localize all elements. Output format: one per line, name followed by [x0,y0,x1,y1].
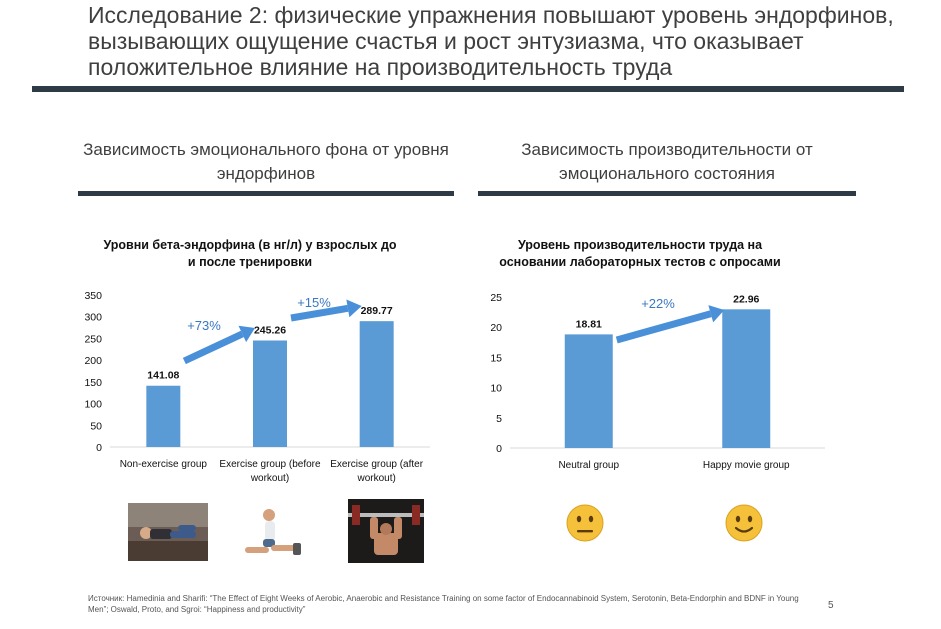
bar-value-label: 18.81 [576,318,602,330]
growth-arrow-shaft [290,304,349,322]
y-tick-label: 200 [84,355,102,367]
photo-man-bench-press [348,499,424,563]
endorphin-chart-title: Уровни бета-эндорфина (в нг/л) у взрослы… [103,238,397,269]
y-tick-label: 150 [84,377,102,389]
right-section-heading: Зависимость производительности от эмоцио… [521,140,813,183]
bar-value-label: 245.26 [254,324,286,336]
productivity-chart-title: Уровень производительности труда на осно… [499,238,781,269]
bar-value-label: 22.96 [733,293,759,305]
bar [722,309,771,448]
y-tick-label: 350 [84,290,102,302]
bar [359,321,394,447]
x-category-label: workout) [250,473,289,484]
source-footnote: Источник: Hamedinia and Sharifi: “The Ef… [88,594,799,614]
growth-annotation: +15% [297,295,331,310]
left-section-divider [78,191,454,196]
y-tick-label: 20 [490,322,502,334]
bar [146,385,181,447]
growth-annotation: +73% [187,318,221,333]
y-tick-label: 100 [84,399,102,411]
y-tick-label: 0 [496,443,502,455]
y-tick-label: 0 [96,442,102,454]
x-category-label: Neutral group [558,460,619,471]
y-tick-label: 250 [84,333,102,345]
growth-arrow-shaft [615,310,712,344]
bar [253,340,287,447]
y-tick-label: 5 [496,413,502,425]
productivity-bar-chart: 0 5 10 15 20 25 18.81 Neutral group 22.96 Happy m… [490,292,825,471]
photo-man-lying-on-floor [128,503,208,561]
page-number: 5 [828,600,834,611]
neutral-face-emoji [566,504,604,542]
growth-arrow-head [238,325,255,343]
growth-arrow-shaft [182,330,244,365]
x-category-label: Non-exercise group [120,459,208,470]
right-section-divider [478,191,856,196]
photo-man-stretching [241,503,307,563]
growth-annotation: +22% [641,296,675,311]
x-category-label: Exercise group (before [219,459,321,470]
growth-arrow-head [346,299,362,318]
y-tick-label: 300 [84,312,102,324]
bar-value-label: 289.77 [361,305,393,317]
endorphin-bar-chart: 0 50 100 150 200 250 300 350 141.08 Non-exercise … [84,290,430,484]
x-category-label: Happy movie group [703,460,790,471]
y-tick-label: 25 [490,292,502,304]
x-category-label: Exercise group (after [330,459,423,470]
y-tick-label: 15 [490,352,502,364]
y-tick-label: 50 [90,420,102,432]
title-divider [32,86,904,92]
bar [564,334,613,448]
left-section-heading: Зависимость эмоционального фона от уровн… [83,140,449,183]
x-category-label: workout) [356,473,395,484]
growth-arrow-head [708,305,725,323]
smiling-face-emoji [725,504,763,542]
y-tick-label: 10 [490,383,502,395]
slide-title: Исследование 2: физические упражнения по… [88,2,894,80]
bar-value-label: 141.08 [147,370,179,382]
